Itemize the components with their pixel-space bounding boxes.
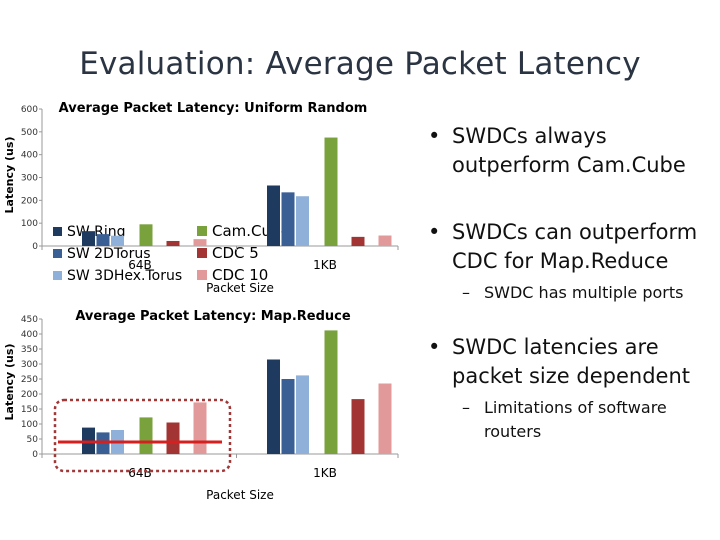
legend-label-cdc5: CDC 5 bbox=[212, 244, 259, 262]
y-tick-label: 500 bbox=[21, 128, 38, 138]
bar-cdc-5-1kb bbox=[351, 236, 365, 246]
legend: SW Ring SW 2DTorus SW 3DHex.Torus Cam.Cu… bbox=[53, 222, 290, 284]
highlight-box bbox=[53, 398, 232, 473]
x-tick-label-64b: 64B bbox=[128, 258, 152, 272]
bar-sw-3dhex-torus-64b bbox=[111, 235, 124, 246]
y-tick-label: 400 bbox=[21, 330, 38, 340]
y-tick-label: 400 bbox=[21, 151, 38, 161]
x-axis-label: Packet Size bbox=[206, 488, 274, 502]
bar-cdc-10-64b bbox=[193, 402, 207, 454]
bullet-2: SWDCs can outperform CDC for Map.Reduce bbox=[428, 218, 718, 276]
bar-cdc-10-1kb bbox=[378, 383, 392, 454]
legend-label-sw-3dhextorus: SW 3DHex.Torus bbox=[67, 268, 182, 284]
bullet-2-sub-1: SWDC has multiple ports bbox=[428, 281, 718, 305]
legend-swatch-cdc10 bbox=[197, 270, 207, 280]
bar-sw-ring-1kb bbox=[267, 185, 280, 246]
legend-swatch-cdc5 bbox=[197, 248, 207, 258]
x-tick-label-1kb: 1KB bbox=[313, 258, 337, 272]
bar-sw-3dhex-torus-1kb bbox=[296, 375, 309, 454]
bullet-3: SWDC latencies are packet size dependent bbox=[428, 333, 718, 391]
y-tick-label: 100 bbox=[21, 219, 38, 229]
y-tick-label: 300 bbox=[21, 174, 38, 184]
x-axis-label: Packet Size bbox=[206, 281, 274, 295]
y-tick-label: 50 bbox=[27, 435, 39, 445]
y-tick-label: 250 bbox=[21, 375, 38, 385]
bar-sw-2dtorus-1kb bbox=[281, 379, 295, 454]
bar-cdc-5-1kb bbox=[351, 399, 365, 454]
slide-title: Evaluation: Average Packet Latency bbox=[79, 46, 641, 82]
bar-cam-cube-1kb bbox=[324, 137, 338, 246]
chart-map-reduce-svg: Average Packet Latency: Map.Reduce Laten… bbox=[3, 309, 399, 502]
bar-cdc-10-1kb bbox=[378, 235, 392, 246]
y-tick-label: 150 bbox=[21, 405, 38, 415]
y-tick-label: 0 bbox=[32, 242, 38, 252]
bar-cdc-10-64b bbox=[193, 239, 207, 246]
bar-sw-3dhex-torus-1kb bbox=[296, 196, 309, 246]
legend-label-sw-ring: SW Ring bbox=[67, 224, 126, 240]
y-tick-label: 450 bbox=[21, 315, 38, 325]
y-tick-label: 600 bbox=[21, 105, 38, 115]
bar-cam-cube-64b bbox=[139, 417, 153, 454]
y-tick-label: 350 bbox=[21, 345, 38, 355]
legend-swatch-camcube bbox=[197, 226, 207, 236]
bullet-list: SWDCs always outperform Cam.Cube SWDCs c… bbox=[428, 122, 718, 444]
legend-swatch-sw-ring bbox=[53, 227, 62, 236]
legend-swatch-sw-3dhextorus bbox=[53, 271, 62, 280]
chart-title: Average Packet Latency: Map.Reduce bbox=[75, 309, 351, 324]
y-tick-label: 300 bbox=[21, 360, 38, 370]
x-tick-label-64b: 64B bbox=[128, 466, 152, 480]
bar-cdc-5-64b bbox=[166, 422, 180, 454]
bar-sw-ring-1kb bbox=[267, 359, 280, 454]
x-tick-label-1kb: 1KB bbox=[313, 466, 337, 480]
y-tick-label: 100 bbox=[21, 420, 38, 430]
bullet-1: SWDCs always outperform Cam.Cube bbox=[428, 122, 718, 180]
chart-uniform-random: Average Packet Latency: Uniform Random L… bbox=[0, 95, 400, 300]
y-tick-label: 0 bbox=[32, 450, 38, 460]
bar-cam-cube-1kb bbox=[324, 330, 338, 454]
y-axis-label: Latency (us) bbox=[3, 344, 16, 421]
bar-sw-2dtorus-64b bbox=[96, 234, 110, 246]
bar-sw-2dtorus-1kb bbox=[281, 192, 295, 246]
bar-cam-cube-64b bbox=[139, 224, 153, 246]
chart-title: Average Packet Latency: Uniform Random bbox=[59, 101, 368, 116]
y-tick-label: 200 bbox=[21, 390, 38, 400]
bar-cdc-5-64b bbox=[166, 240, 180, 246]
bar-sw-ring-64b bbox=[82, 231, 95, 246]
legend-swatch-sw-2dtorus bbox=[53, 249, 62, 258]
chart-map-reduce: Average Packet Latency: Map.Reduce Laten… bbox=[0, 300, 400, 505]
bullet-3-sub-1: Limitations of software routers bbox=[428, 396, 718, 444]
y-axis-label: Latency (us) bbox=[3, 137, 16, 214]
legend-label-cdc10: CDC 10 bbox=[212, 266, 268, 284]
y-tick-label: 200 bbox=[21, 196, 38, 206]
legend-label-sw-2dtorus: SW 2DTorus bbox=[67, 246, 151, 262]
chart-uniform-random-svg: Average Packet Latency: Uniform Random L… bbox=[3, 101, 399, 295]
